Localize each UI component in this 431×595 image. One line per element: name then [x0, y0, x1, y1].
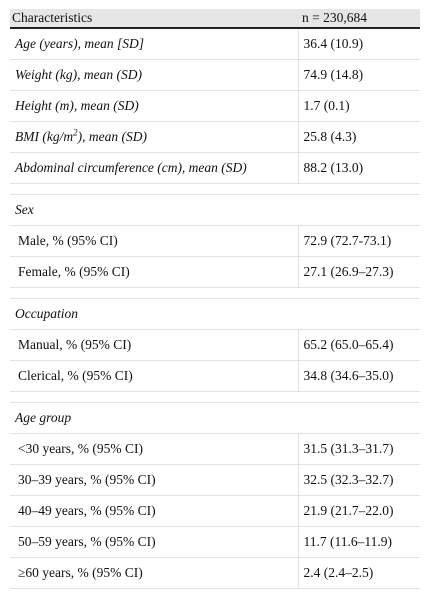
- characteristics-table: Characteristics n = 230,684 Age (years),…: [10, 9, 420, 589]
- row-label-male: Male, % (95% CI): [10, 225, 298, 257]
- table-row: Height (m), mean (SD) 1.7 (0.1): [10, 90, 420, 122]
- table-row: BMI (kg/m2), mean (SD) 25.8 (4.3): [10, 121, 420, 153]
- row-value-height: 1.7 (0.1): [297, 90, 420, 122]
- table-row: Abdominal circumference (cm), mean (SD) …: [10, 152, 420, 184]
- section-header-sex: Sex: [10, 194, 420, 226]
- row-label-60-plus: ≥60 years, % (95% CI): [10, 557, 298, 589]
- spacer-row: [10, 287, 420, 299]
- characteristics-table-container: Characteristics n = 230,684 Age (years),…: [10, 9, 420, 589]
- table-row: 30–39 years, % (95% CI) 32.5 (32.3–32.7): [10, 464, 420, 496]
- row-label-40-49: 40–49 years, % (95% CI): [10, 495, 298, 527]
- row-value-male: 72.9 (72.7-73.1): [297, 225, 420, 257]
- row-label-height: Height (m), mean (SD): [10, 90, 298, 122]
- row-label-30-39: 30–39 years, % (95% CI): [10, 464, 298, 496]
- table-row: Female, % (95% CI) 27.1 (26.9–27.3): [10, 256, 420, 288]
- row-label-weight: Weight (kg), mean (SD): [10, 59, 298, 91]
- table-row: Age (years), mean [SD] 36.4 (10.9): [10, 28, 420, 60]
- table-row: ≥60 years, % (95% CI) 2.4 (2.4–2.5): [10, 557, 420, 589]
- row-value-60-plus: 2.4 (2.4–2.5): [297, 557, 420, 589]
- row-value-40-49: 21.9 (21.7–22.0): [297, 495, 420, 527]
- header-row: Characteristics n = 230,684: [10, 9, 420, 29]
- header-sample-size: n = 230,684: [298, 9, 420, 29]
- row-value-30-39: 32.5 (32.3–32.7): [297, 464, 420, 496]
- table-row: <30 years, % (95% CI) 31.5 (31.3–31.7): [10, 433, 420, 465]
- table-row: Weight (kg), mean (SD) 74.9 (14.8): [10, 59, 420, 91]
- table-row: Manual, % (95% CI) 65.2 (65.0–65.4): [10, 329, 420, 361]
- spacer-cell: [10, 391, 420, 403]
- row-label-bmi: BMI (kg/m2), mean (SD): [10, 121, 298, 153]
- table-row: Male, % (95% CI) 72.9 (72.7-73.1): [10, 225, 420, 257]
- row-value-manual: 65.2 (65.0–65.4): [297, 329, 420, 361]
- spacer-cell: [10, 287, 420, 299]
- row-label-under-30: <30 years, % (95% CI): [10, 433, 298, 465]
- section-header-age-group: Age group: [10, 402, 420, 434]
- section-title: Occupation: [10, 298, 420, 330]
- row-value-age: 36.4 (10.9): [297, 28, 420, 60]
- row-label-50-59: 50–59 years, % (95% CI): [10, 526, 298, 558]
- table-row: Clerical, % (95% CI) 34.8 (34.6–35.0): [10, 360, 420, 392]
- row-label-abdominal-circumference: Abdominal circumference (cm), mean (SD): [10, 152, 298, 184]
- row-value-weight: 74.9 (14.8): [297, 59, 420, 91]
- spacer-cell: [10, 183, 420, 195]
- row-label-clerical: Clerical, % (95% CI): [10, 360, 298, 392]
- spacer-row: [10, 391, 420, 403]
- spacer-row: [10, 183, 420, 195]
- row-label-female: Female, % (95% CI): [10, 256, 298, 288]
- section-title: Sex: [10, 194, 420, 226]
- row-value-under-30: 31.5 (31.3–31.7): [297, 433, 420, 465]
- row-value-50-59: 11.7 (11.6–11.9): [297, 526, 420, 558]
- row-value-clerical: 34.8 (34.6–35.0): [297, 360, 420, 392]
- row-value-female: 27.1 (26.9–27.3): [297, 256, 420, 288]
- section-title: Age group: [10, 402, 420, 434]
- section-header-occupation: Occupation: [10, 298, 420, 330]
- table-row: 50–59 years, % (95% CI) 11.7 (11.6–11.9): [10, 526, 420, 558]
- row-label-manual: Manual, % (95% CI): [10, 329, 298, 361]
- row-value-bmi: 25.8 (4.3): [297, 121, 420, 153]
- header-characteristics: Characteristics: [10, 9, 298, 29]
- table-row: 40–49 years, % (95% CI) 21.9 (21.7–22.0): [10, 495, 420, 527]
- row-value-abdominal-circumference: 88.2 (13.0): [297, 152, 420, 184]
- row-label-age: Age (years), mean [SD]: [10, 28, 298, 60]
